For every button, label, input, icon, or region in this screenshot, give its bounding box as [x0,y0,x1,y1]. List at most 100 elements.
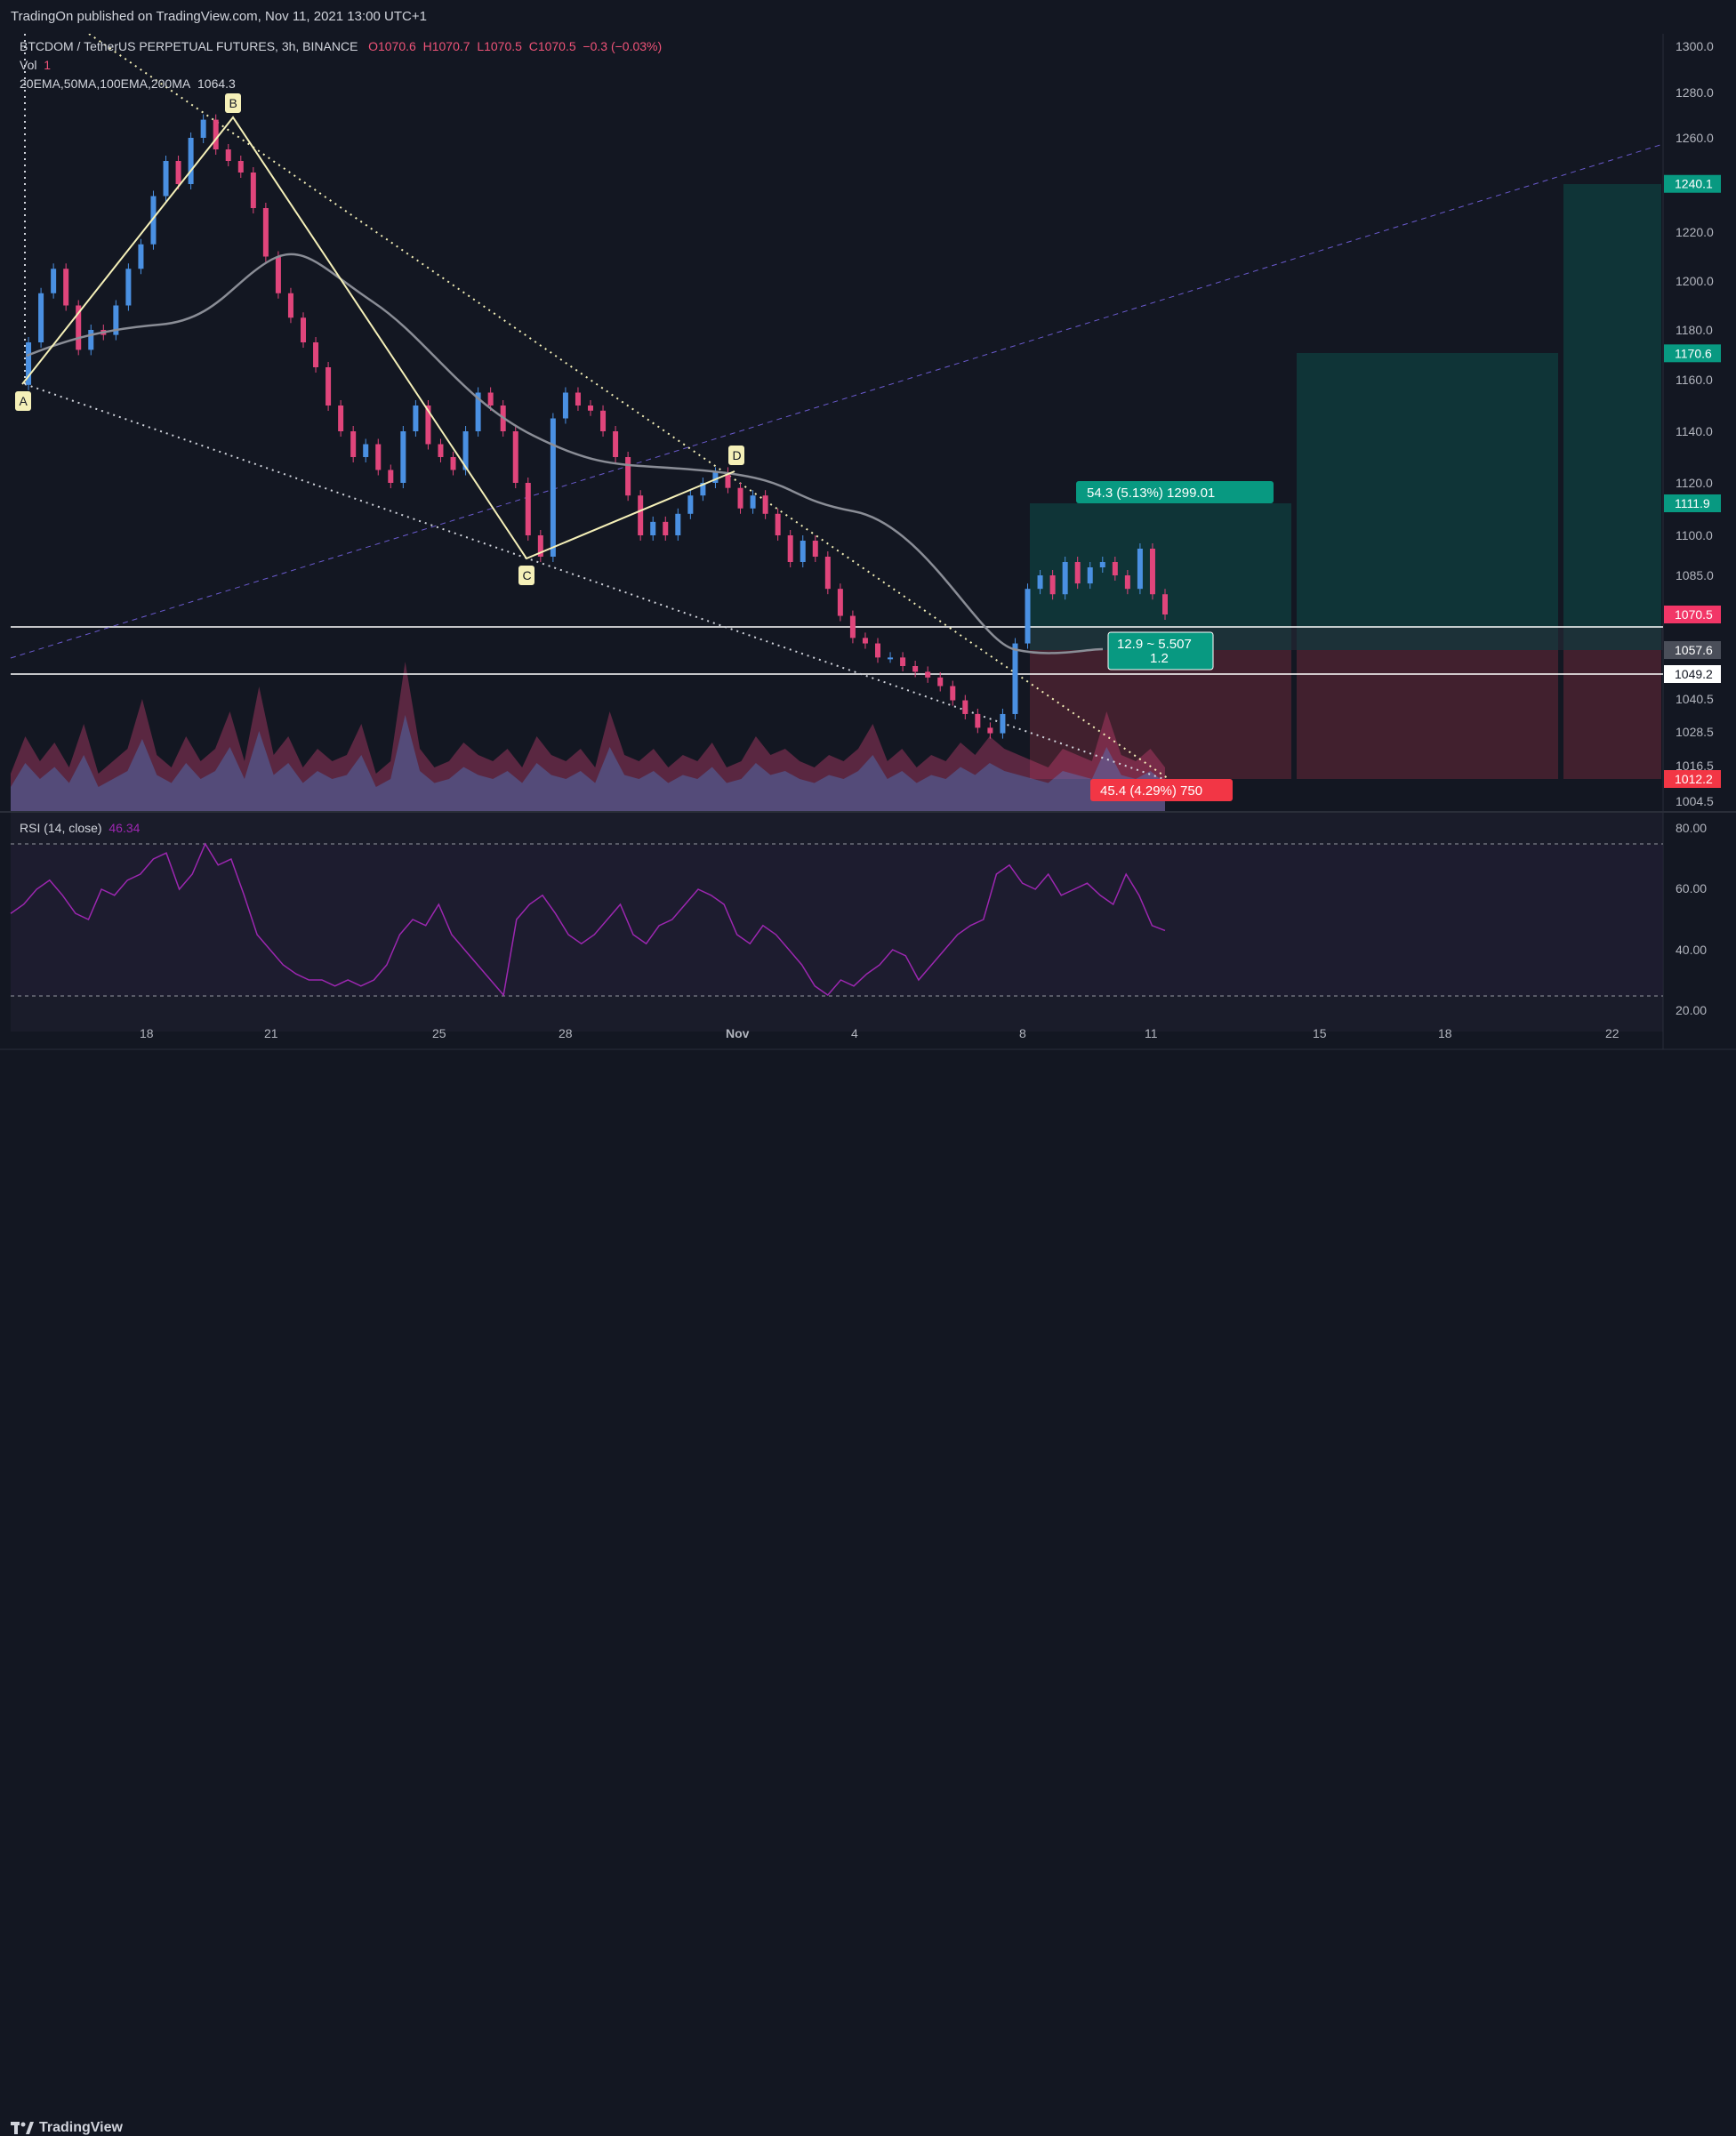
candle-body[interactable] [363,444,369,458]
candle-body[interactable] [1162,594,1168,614]
candle-body[interactable] [875,643,880,658]
candle-body[interactable] [912,666,919,672]
candle-body[interactable] [1074,562,1081,584]
candle-body[interactable] [550,418,556,558]
candle-body[interactable] [163,161,169,197]
pattern-point-c[interactable] [518,566,534,585]
abcd-pattern[interactable] [21,116,735,560]
candle-body[interactable] [438,444,444,458]
price-badge[interactable] [1664,174,1721,193]
candle-body[interactable] [413,406,419,431]
candle-body[interactable] [837,589,843,616]
symbol-legend[interactable]: BTCDOM / TetherUS PERPETUAL FUTURES, 3h,… [20,39,662,53]
price-badge[interactable] [1664,344,1721,363]
candle-body[interactable] [287,293,293,318]
candle-body[interactable] [937,677,944,687]
candle-body[interactable] [175,161,181,184]
candle-body[interactable] [1037,575,1043,590]
candle-body[interactable] [987,727,993,734]
candle-body[interactable] [26,342,32,385]
channel-dashed-line[interactable] [10,143,1664,659]
candle-body[interactable] [462,431,469,470]
pattern-point-d[interactable] [728,446,744,465]
price-badge[interactable] [1664,641,1721,659]
candle-body[interactable] [1149,549,1155,595]
candle-body[interactable] [588,406,593,411]
price-badge[interactable] [1664,606,1721,623]
candle-body[interactable] [1087,567,1093,584]
candle-body[interactable] [925,671,931,678]
candle-body[interactable] [849,615,856,638]
candle-body[interactable] [225,149,231,161]
candle-body[interactable] [650,521,656,535]
loss-zone-1[interactable] [1030,650,1291,779]
candle-body[interactable] [1124,575,1130,590]
tradingview-logo[interactable]: TradingView [11,2120,123,2136]
candle-body[interactable] [512,431,518,483]
candle-body[interactable] [375,444,382,470]
candle-body[interactable] [1099,562,1105,567]
candle-body[interactable] [562,392,568,419]
candle-body[interactable] [350,431,357,457]
candle-body[interactable] [63,269,69,306]
candle-body[interactable] [613,431,619,457]
candle-body[interactable] [775,513,781,535]
candle-body[interactable] [638,495,644,535]
candle-body[interactable] [762,495,768,514]
candle-body[interactable] [1062,562,1068,595]
candle-body[interactable] [575,392,581,406]
candle-body[interactable] [1137,549,1143,590]
candle-body[interactable] [888,657,894,660]
candle-body[interactable] [76,305,82,350]
candle-body[interactable] [663,521,669,535]
stop-label-box[interactable] [1090,779,1233,801]
ma-legend[interactable]: 20EMA,50MA,100EMA,200MA 1064.3 [20,76,236,91]
target-label-box[interactable] [1076,481,1274,503]
volume-legend[interactable]: Vol 1 [20,58,51,72]
candle-body[interactable] [962,700,968,714]
candle-body[interactable] [125,269,132,306]
price-badge[interactable] [1664,494,1721,512]
candle-body[interactable] [800,541,806,562]
rsi-legend[interactable]: RSI (14, close) 46.34 [20,821,140,835]
candle-body[interactable] [712,472,719,483]
profit-zone-3[interactable] [1563,184,1661,650]
price-badge[interactable] [1664,665,1721,683]
candle-body[interactable] [475,392,481,432]
candle-body[interactable] [1000,713,1006,734]
candle-body[interactable] [250,173,256,208]
rsi-line[interactable] [10,842,1166,997]
candle-body[interactable] [812,541,818,557]
candle-body[interactable] [537,535,543,557]
candle-body[interactable] [1025,589,1031,644]
loss-zone-2[interactable] [1297,650,1558,779]
candle-body[interactable] [388,470,394,484]
candle-body[interactable] [950,686,956,701]
candle-body[interactable] [213,119,219,149]
candle-body[interactable] [824,557,831,590]
candle-body[interactable] [150,196,157,245]
candle-body[interactable] [700,483,706,496]
candle-body[interactable] [275,256,281,293]
candle-body[interactable] [425,406,431,445]
candle-body[interactable] [301,317,306,342]
profit-zone-2[interactable] [1297,353,1558,650]
candle-body[interactable] [38,293,44,342]
candle-body[interactable] [400,431,406,483]
loss-zone-3[interactable] [1563,650,1661,779]
candle-body[interactable] [338,406,344,431]
candle-body[interactable] [687,495,694,514]
candle-body[interactable] [188,138,194,184]
pattern-point-a[interactable] [15,391,31,411]
candle-body[interactable] [737,487,743,509]
candle-body[interactable] [262,208,269,257]
candle-body[interactable] [675,513,681,535]
candle-body[interactable] [750,495,756,509]
risk-reward-box[interactable] [1107,631,1214,671]
candle-body[interactable] [200,119,206,138]
candle-body[interactable] [862,638,868,644]
profit-zone-1[interactable] [1030,503,1291,650]
candle-body[interactable] [900,657,906,666]
chart-area[interactable]: A B C D 54.3 (5.13%) 1299.01 12.9 ~ 5.507 1.2 4… [0,0,1736,1091]
candle-body[interactable] [1012,643,1018,714]
